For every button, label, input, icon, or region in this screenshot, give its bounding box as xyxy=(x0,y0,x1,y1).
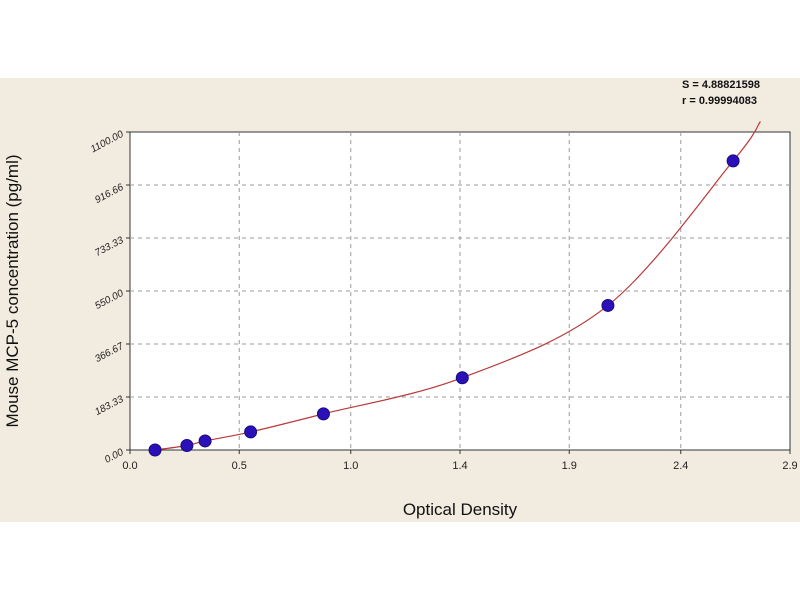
data-point xyxy=(726,154,740,168)
y-axis-label: Mouse MCP-5 concentration (pg/ml) xyxy=(3,154,22,427)
data-point xyxy=(198,434,212,448)
x-tick-label: 0.0 xyxy=(122,460,137,472)
data-point xyxy=(601,298,615,312)
data-point xyxy=(180,438,194,452)
data-point xyxy=(316,407,330,421)
grid-lines xyxy=(130,132,790,450)
x-axis-ticks: 0.0 0.5 1.0 1.4 1.9 2.4 2.9 xyxy=(122,450,798,472)
data-points xyxy=(148,154,740,457)
y-tick-label: 1100.00 xyxy=(89,129,126,156)
x-tick-label: 2.9 xyxy=(782,460,797,472)
y-axis-ticks: 0.00183.33366.67550.00733.33916.661100.0… xyxy=(89,129,130,466)
data-point xyxy=(455,371,469,385)
data-point xyxy=(244,425,258,439)
y-tick-label: 550.00 xyxy=(93,288,126,312)
stat-r-value: r = 0.99994083 xyxy=(682,95,757,107)
x-axis-label: Optical Density xyxy=(403,500,518,519)
x-tick-label: 1.9 xyxy=(562,460,577,472)
x-tick-label: 1.0 xyxy=(343,460,358,472)
x-tick-label: 1.4 xyxy=(452,460,467,472)
chart-frame: 0.0 0.5 1.0 1.4 1.9 2.4 2.9 0.00 183.33 366.67 55… xyxy=(0,78,800,522)
x-tick-label: 2.4 xyxy=(673,460,688,472)
standard-curve-chart: 0.0 0.5 1.0 1.4 1.9 2.4 2.9 0.00183.33366.6755… xyxy=(3,79,798,519)
x-tick-label: 0.5 xyxy=(232,460,247,472)
data-point xyxy=(148,443,162,457)
y-tick-label: 183.33 xyxy=(93,394,126,418)
stat-s-value: S = 4.88821598 xyxy=(682,79,760,91)
y-tick-label: 733.33 xyxy=(93,235,126,259)
y-tick-label: 366.67 xyxy=(93,341,126,365)
y-tick-label: 916.66 xyxy=(93,182,126,206)
